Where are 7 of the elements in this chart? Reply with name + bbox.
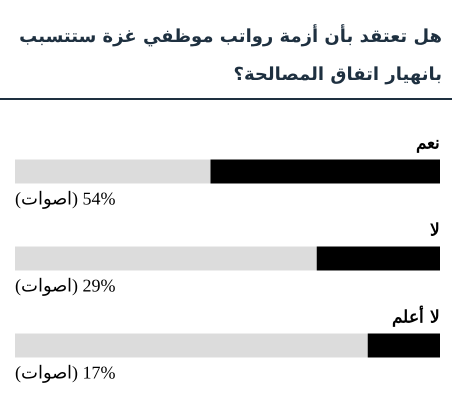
- data-label: (اصوات) 29%: [15, 276, 116, 296]
- data-label: (اصوات) 17%: [15, 362, 116, 384]
- data-label: (اصوات) 54%: [15, 188, 116, 210]
- y-tick-label: لا أعلم: [392, 304, 440, 328]
- y-tick-label: لا: [430, 220, 440, 240]
- chart-title: هل تعتقد بأن أزمة رواتب موظفي غزة ستتسبب بانهيار اتفاق المصالحة؟: [18, 23, 442, 87]
- y-tick-label: نعم: [416, 134, 440, 154]
